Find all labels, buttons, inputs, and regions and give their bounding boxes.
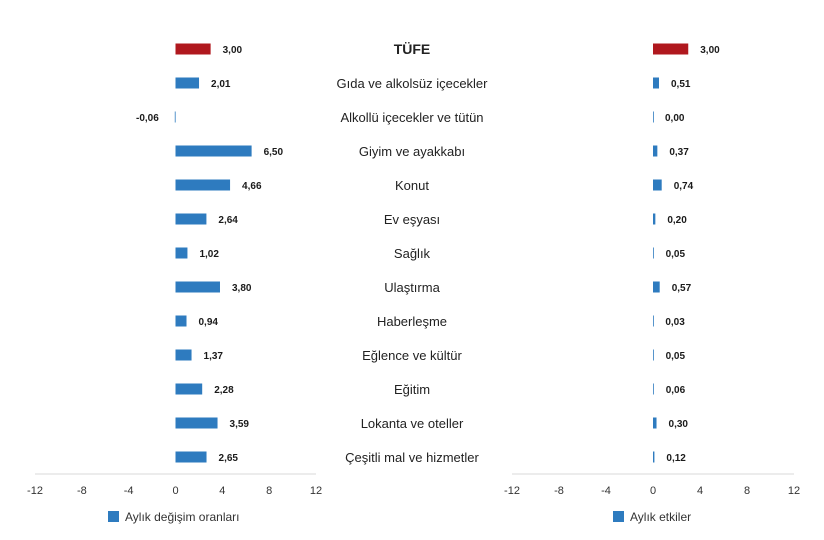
category-label: Ulaştırma <box>384 280 440 295</box>
x-tick-label: -4 <box>601 485 611 497</box>
change-bar <box>175 213 207 225</box>
legend-swatch <box>613 511 624 522</box>
change-bar <box>175 315 187 327</box>
impact-bar <box>653 281 660 293</box>
x-tick-label: 8 <box>266 485 272 497</box>
x-tick-label: 4 <box>219 485 225 497</box>
x-tick-label: -12 <box>504 485 520 497</box>
x-tick-label: -12 <box>27 485 43 497</box>
change-value-label: 1,37 <box>204 351 224 362</box>
impact-value-label: 0,05 <box>666 249 686 260</box>
impact-bar <box>653 417 657 429</box>
category-label: TÜFE <box>394 41 431 57</box>
x-tick-label: 12 <box>310 485 322 497</box>
impact-bar <box>653 383 654 395</box>
legend-label: Aylık etkiler <box>630 510 691 524</box>
category-label: Alkollü içecekler ve tütün <box>340 110 483 125</box>
change-bar <box>175 383 203 395</box>
change-value-label: 4,66 <box>242 181 262 192</box>
legend-swatch <box>108 511 119 522</box>
x-tick-label: 0 <box>172 485 178 497</box>
change-bar <box>175 281 220 293</box>
impact-value-label: 0,03 <box>665 317 685 328</box>
impact-value-label: 0,57 <box>672 283 692 294</box>
change-value-label: 2,01 <box>211 79 231 90</box>
change-bar <box>175 451 207 463</box>
x-tick-label: -8 <box>554 485 564 497</box>
monthly-change-panel: -12 -8 -4 0 4 8 12 3,00 2,01 -0,06 6,50 4,66 2,64 1,0… <box>27 43 322 524</box>
category-label: Ev eşyası <box>384 212 440 227</box>
impact-bar <box>653 111 654 123</box>
x-tick-label: 8 <box>744 485 750 497</box>
category-label: Eğlence ve kültür <box>362 348 462 363</box>
change-value-label: 3,80 <box>232 283 252 294</box>
category-label: Lokanta ve oteller <box>361 416 464 431</box>
impact-bar <box>653 247 654 259</box>
category-labels: TÜFE Gıda ve alkolsüz içecekler Alkollü iç… <box>336 41 488 465</box>
impact-bar <box>653 145 658 157</box>
x-tick-label: -4 <box>124 485 134 497</box>
category-label: Gıda ve alkolsüz içecekler <box>336 76 488 91</box>
impact-value-label: 3,00 <box>700 45 720 56</box>
change-value-label: 3,00 <box>223 45 243 56</box>
change-bar <box>175 145 252 157</box>
impact-value-label: 0,06 <box>666 385 686 396</box>
change-bar <box>175 349 192 361</box>
change-value-label: 6,50 <box>264 147 284 158</box>
impact-bar <box>653 213 656 225</box>
impact-bar <box>653 315 654 327</box>
change-value-label: 2,28 <box>214 385 234 396</box>
category-label: Giyim ve ayakkabı <box>359 144 465 159</box>
impact-value-label: 0,51 <box>671 79 691 90</box>
impact-value-label: 0,12 <box>666 453 686 464</box>
change-bar <box>175 247 188 259</box>
x-tick-label: 12 <box>788 485 800 497</box>
impact-bar <box>653 451 655 463</box>
monthly-impact-panel: -12 -8 -4 0 4 8 12 3,00 0,51 0,00 0,37 0,74 0,20 0,05… <box>504 43 800 524</box>
change-value-label: 0,94 <box>199 317 219 328</box>
x-tick-label: 4 <box>697 485 703 497</box>
change-bar <box>175 179 231 191</box>
category-label: Konut <box>395 178 429 193</box>
impact-value-label: 0,05 <box>666 351 686 362</box>
category-label: Çeşitli mal ve hizmetler <box>345 450 479 465</box>
impact-bar <box>653 43 689 55</box>
impact-value-label: 0,00 <box>665 113 685 124</box>
change-value-label: 3,59 <box>230 419 250 430</box>
change-value-label: 2,64 <box>218 215 238 226</box>
x-tick-label: -8 <box>77 485 87 497</box>
category-label: Eğitim <box>394 382 430 397</box>
impact-bar <box>653 349 654 361</box>
impact-value-label: 0,30 <box>669 419 689 430</box>
change-value-label: 2,65 <box>219 453 239 464</box>
impact-value-label: 0,74 <box>674 181 694 192</box>
change-value-label: -0,06 <box>136 113 159 124</box>
change-bar <box>175 77 200 89</box>
change-value-label: 1,02 <box>199 249 219 260</box>
change-bar <box>175 43 211 55</box>
legend-label: Aylık değişim oranları <box>125 510 240 524</box>
change-bar <box>174 111 176 123</box>
change-bar <box>175 417 218 429</box>
impact-bar <box>653 77 659 89</box>
x-tick-label: 0 <box>650 485 656 497</box>
impact-value-label: 0,37 <box>669 147 689 158</box>
impact-value-label: 0,20 <box>667 215 687 226</box>
category-label: Sağlık <box>394 246 431 261</box>
impact-bar <box>653 179 662 191</box>
category-label: Haberleşme <box>377 314 447 329</box>
